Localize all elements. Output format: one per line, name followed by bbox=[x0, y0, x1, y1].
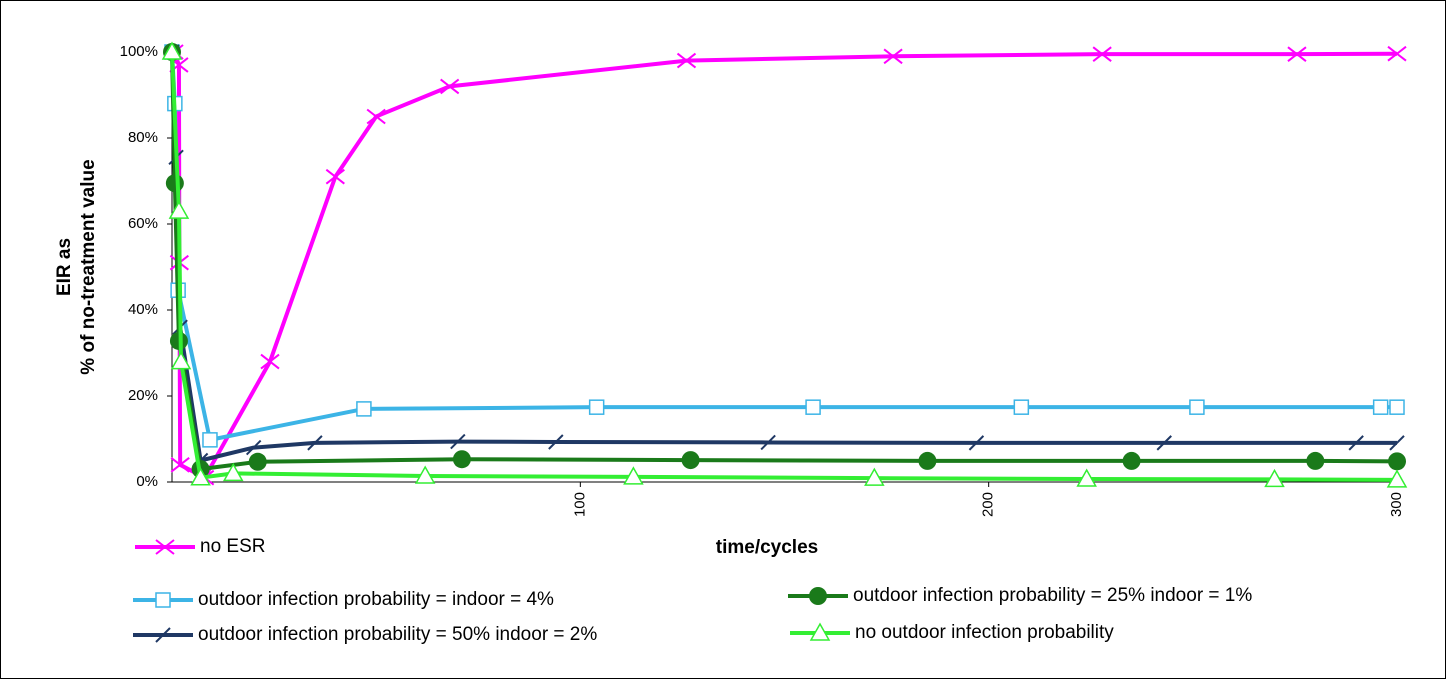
marker bbox=[161, 41, 183, 60]
marker bbox=[1386, 469, 1408, 488]
marker bbox=[452, 450, 471, 469]
marker bbox=[155, 592, 171, 608]
x-axis-label: time/cycles bbox=[716, 537, 818, 558]
marker bbox=[170, 457, 190, 473]
marker bbox=[809, 587, 827, 605]
marker bbox=[1389, 399, 1405, 415]
y-tick-label: 60% bbox=[128, 215, 158, 232]
marker bbox=[1372, 399, 1389, 415]
marker bbox=[155, 627, 171, 643]
marker bbox=[1092, 46, 1112, 62]
y-tick-label: 20% bbox=[128, 387, 158, 404]
marker bbox=[222, 462, 244, 482]
marker bbox=[676, 52, 697, 69]
legend-label: no outdoor infection probability bbox=[855, 622, 1114, 643]
marker bbox=[202, 432, 218, 448]
marker bbox=[168, 200, 190, 219]
marker bbox=[918, 451, 937, 470]
marker bbox=[307, 435, 323, 451]
marker bbox=[366, 108, 386, 125]
marker bbox=[260, 353, 280, 370]
x-tick-label: 200 bbox=[980, 492, 997, 517]
marker bbox=[681, 451, 700, 470]
marker bbox=[809, 622, 831, 641]
marker bbox=[588, 399, 605, 415]
marker bbox=[248, 452, 267, 471]
marker bbox=[1306, 451, 1325, 470]
legend-label: no ESR bbox=[200, 536, 265, 557]
legend-label: outdoor infection probability = 50% indo… bbox=[198, 624, 597, 645]
marker bbox=[165, 174, 184, 193]
y-tick-label: 100% bbox=[120, 43, 158, 60]
y-tick-label: 40% bbox=[128, 301, 158, 318]
marker bbox=[760, 434, 776, 451]
marker bbox=[440, 78, 460, 95]
marker bbox=[548, 434, 564, 450]
marker bbox=[1389, 435, 1405, 451]
marker bbox=[414, 465, 436, 484]
marker bbox=[1122, 451, 1141, 470]
marker bbox=[356, 401, 372, 417]
marker bbox=[1388, 452, 1406, 471]
x-tick-label: 100 bbox=[571, 492, 588, 517]
y-tick-label: 80% bbox=[128, 129, 158, 146]
marker bbox=[325, 168, 345, 185]
marker bbox=[170, 351, 192, 370]
marker bbox=[1189, 399, 1205, 415]
y-tick-label: 0% bbox=[136, 473, 158, 490]
marker bbox=[245, 439, 262, 456]
x-tick-label: 300 bbox=[1388, 492, 1405, 517]
marker bbox=[450, 433, 466, 450]
marker bbox=[1348, 435, 1364, 451]
legend-label: outdoor infection probability = indoor =… bbox=[198, 589, 554, 610]
marker bbox=[805, 399, 821, 415]
marker bbox=[623, 466, 644, 485]
marker bbox=[1156, 435, 1172, 451]
marker bbox=[155, 539, 175, 555]
y-axis-label: EIR as bbox=[54, 238, 75, 296]
marker bbox=[1287, 46, 1307, 62]
marker bbox=[1076, 468, 1097, 487]
marker bbox=[968, 435, 985, 451]
marker bbox=[864, 467, 885, 486]
marker bbox=[883, 48, 903, 65]
marker bbox=[1387, 45, 1407, 62]
marker bbox=[1013, 399, 1030, 415]
marker bbox=[1264, 468, 1285, 488]
marker bbox=[190, 467, 211, 486]
legend-label: outdoor infection probability = 25% indo… bbox=[853, 585, 1252, 606]
y-axis-label: % of no-treatment value bbox=[78, 159, 99, 374]
